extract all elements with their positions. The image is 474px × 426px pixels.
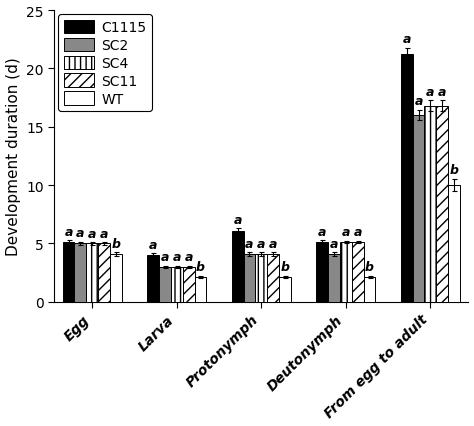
- Text: a: a: [173, 250, 181, 263]
- Text: a: a: [100, 227, 108, 240]
- Text: a: a: [161, 250, 169, 263]
- Bar: [74, 244, 86, 302]
- Bar: [194, 277, 206, 302]
- Bar: [436, 106, 448, 302]
- Text: a: a: [88, 227, 96, 240]
- Bar: [255, 254, 267, 302]
- Text: b: b: [449, 164, 458, 177]
- Text: a: a: [245, 237, 254, 250]
- Bar: [98, 244, 110, 302]
- Bar: [448, 186, 460, 302]
- Text: b: b: [365, 261, 374, 274]
- Bar: [182, 267, 194, 302]
- Text: b: b: [196, 261, 205, 274]
- Text: a: a: [342, 226, 350, 239]
- Bar: [340, 242, 352, 302]
- Text: a: a: [330, 237, 338, 250]
- Bar: [352, 242, 364, 302]
- Text: b: b: [281, 261, 290, 274]
- Bar: [232, 231, 244, 302]
- Text: a: a: [318, 225, 327, 238]
- Text: a: a: [257, 237, 265, 250]
- Text: a: a: [438, 86, 447, 99]
- Bar: [86, 244, 98, 302]
- Text: a: a: [402, 33, 411, 46]
- Bar: [328, 254, 340, 302]
- Bar: [316, 242, 328, 302]
- Bar: [425, 106, 436, 302]
- Text: a: a: [76, 227, 84, 239]
- Text: a: a: [414, 95, 423, 108]
- Bar: [413, 116, 425, 302]
- Text: a: a: [149, 238, 157, 251]
- Text: a: a: [269, 237, 277, 250]
- Bar: [159, 267, 171, 302]
- Text: a: a: [233, 213, 242, 226]
- Bar: [267, 254, 279, 302]
- Text: a: a: [426, 86, 435, 99]
- Legend: C1115, SC2, SC4, SC11, WT: C1115, SC2, SC4, SC11, WT: [58, 15, 152, 112]
- Bar: [244, 254, 255, 302]
- Bar: [63, 242, 74, 302]
- Bar: [171, 267, 182, 302]
- Bar: [401, 55, 413, 302]
- Y-axis label: Development duration (d): Development duration (d): [6, 58, 20, 256]
- Text: b: b: [111, 237, 120, 250]
- Bar: [110, 254, 122, 302]
- Text: a: a: [64, 225, 73, 238]
- Text: a: a: [354, 226, 362, 239]
- Bar: [364, 277, 375, 302]
- Bar: [279, 277, 291, 302]
- Text: a: a: [184, 250, 193, 263]
- Bar: [147, 256, 159, 302]
